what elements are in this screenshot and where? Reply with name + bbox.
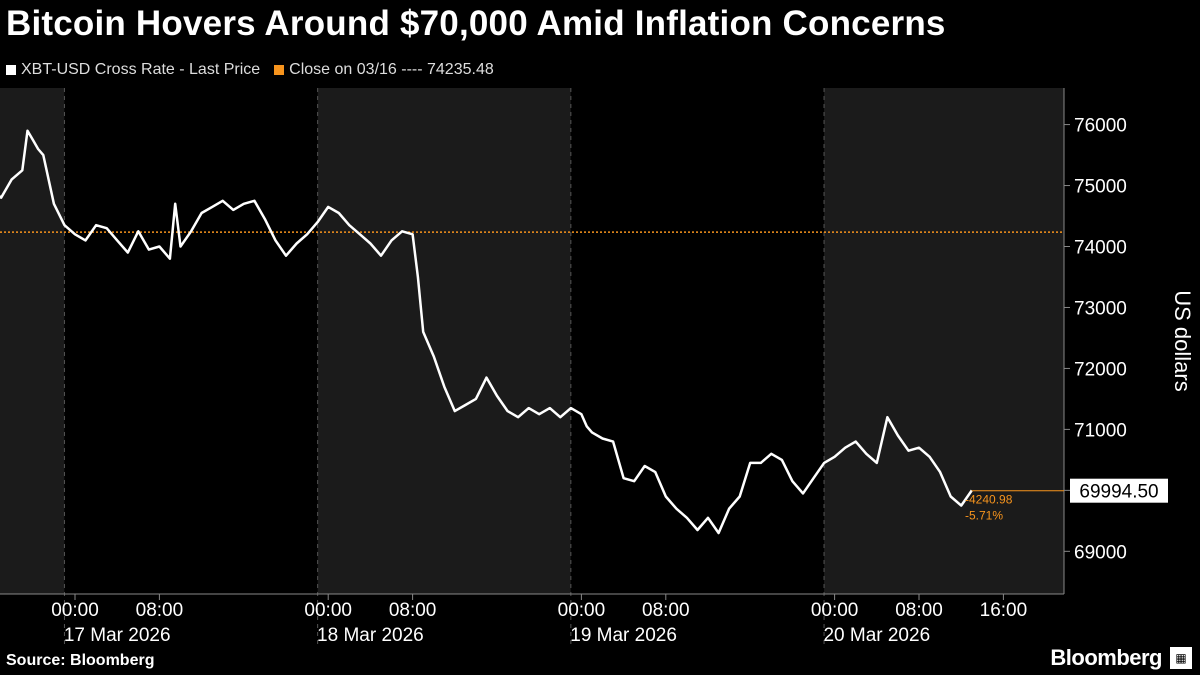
- last-value-box: [1070, 478, 1168, 503]
- y-tick-label: 75000: [1074, 177, 1127, 198]
- legend: XBT-USD Cross Rate - Last Price Close on…: [6, 60, 508, 80]
- x-tick-label: 00:00: [304, 600, 352, 621]
- x-tick-label: 16:00: [980, 600, 1028, 621]
- x-date-label: 19 Mar 2026: [570, 625, 677, 646]
- y-tick-label: 72000: [1074, 359, 1127, 380]
- x-tick-label: 08:00: [642, 600, 690, 621]
- last-value-label: 69994.50: [1079, 482, 1158, 503]
- y-tick-label: 71000: [1074, 420, 1127, 441]
- legend-item-close: Close on 03/16 ---- 74235.48: [274, 61, 494, 79]
- y-tick-label: 69000: [1074, 542, 1127, 563]
- change-label: -4240.98: [965, 493, 1013, 507]
- y-axis-title: US dollars: [1170, 290, 1195, 391]
- x-date-label: 20 Mar 2026: [823, 625, 930, 646]
- legend-label-close: Close on 03/16 ---- 74235.48: [289, 61, 494, 78]
- x-date-label: 17 Mar 2026: [64, 625, 171, 646]
- x-tick-label: 00:00: [811, 600, 859, 621]
- x-tick-label: 08:00: [136, 600, 184, 621]
- legend-label-price: XBT-USD Cross Rate - Last Price: [21, 61, 261, 78]
- day-band: [824, 88, 1064, 594]
- legend-swatch-close: [274, 65, 285, 75]
- day-band: [570, 88, 825, 594]
- source-note: Source: Bloomberg: [6, 652, 155, 669]
- legend-swatch-price: [6, 65, 16, 75]
- chart-title: Bitcoin Hovers Around $70,000 Amid Infla…: [6, 4, 946, 43]
- brand-name: Bloomberg: [1050, 645, 1162, 670]
- y-tick-label: 73000: [1074, 298, 1127, 319]
- x-tick-label: 08:00: [895, 600, 943, 621]
- x-date-label: 18 Mar 2026: [317, 625, 424, 646]
- day-band: [0, 88, 65, 594]
- x-tick-label: 00:00: [51, 600, 99, 621]
- bloomberg-icon: ▦: [1170, 647, 1192, 669]
- day-band: [317, 88, 571, 594]
- x-tick-label: 08:00: [389, 600, 437, 621]
- legend-item-price: XBT-USD Cross Rate - Last Price: [6, 61, 260, 79]
- price-line: [0, 129, 973, 535]
- y-tick-label: 76000: [1074, 116, 1127, 137]
- brand-logo: Bloomberg ▦: [1050, 645, 1192, 671]
- x-tick-label: 00:00: [558, 600, 606, 621]
- y-tick-label: 74000: [1074, 238, 1127, 259]
- change-pct-label: -5.71%: [965, 509, 1003, 523]
- day-band: [64, 88, 318, 594]
